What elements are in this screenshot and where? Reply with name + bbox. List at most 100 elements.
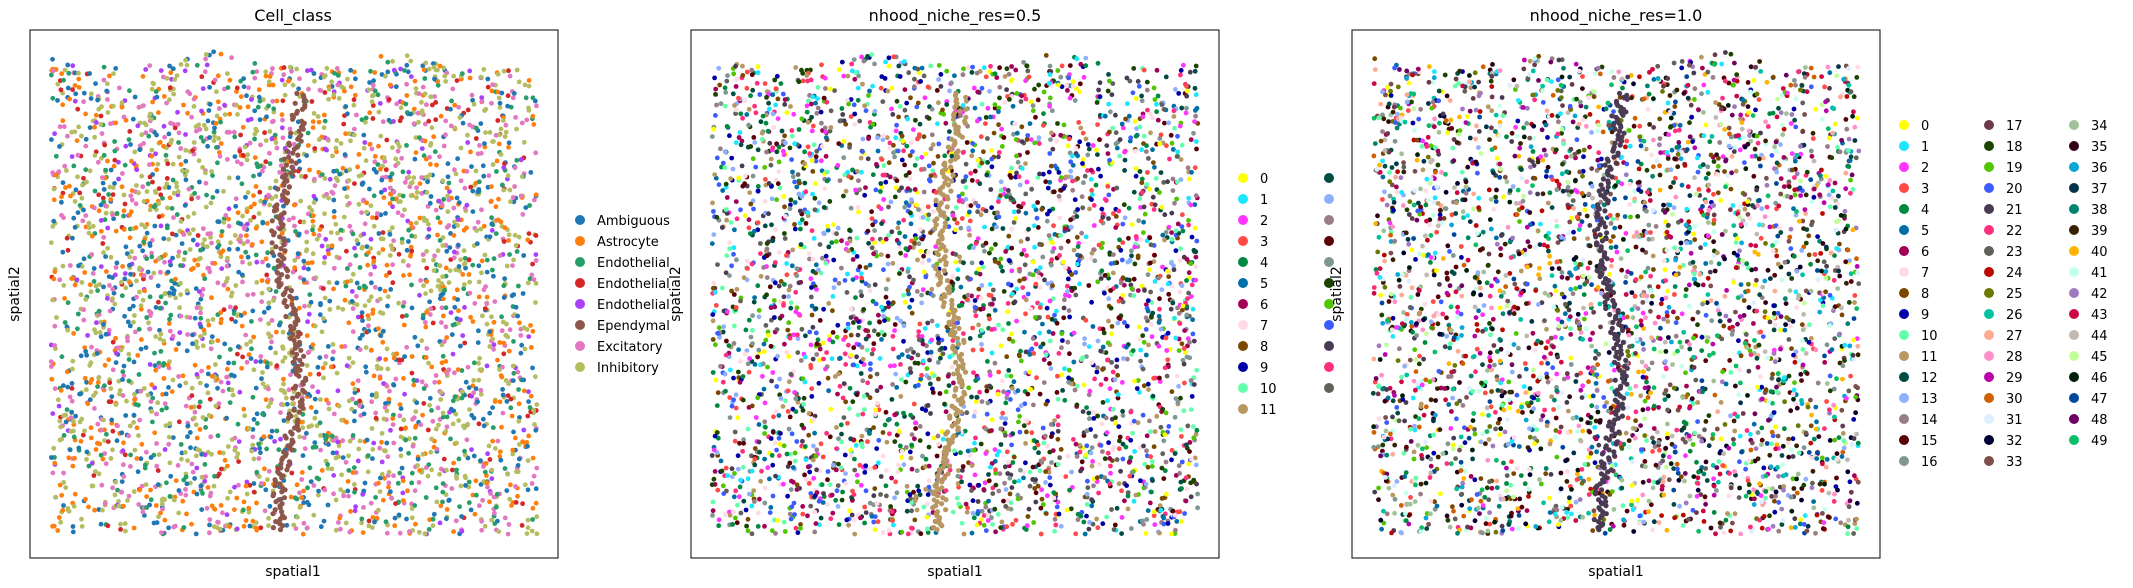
scatter-point: [481, 423, 487, 429]
scatter-point: [356, 152, 362, 157]
scatter-point: [197, 126, 203, 132]
scatter-point: [456, 104, 462, 110]
scatter-point: [393, 501, 398, 506]
scatter-point: [379, 439, 384, 445]
scatter-point: [909, 466, 915, 472]
scatter-point: [390, 280, 396, 286]
scatter-point: [472, 511, 478, 517]
scatter-point: [133, 225, 139, 231]
scatter-point: [427, 312, 433, 317]
scatter-point: [363, 115, 369, 121]
scatter-point: [121, 213, 126, 219]
scatter-point: [130, 116, 136, 122]
scatter-point: [362, 480, 368, 486]
scatter-point: [841, 138, 847, 144]
scatter-point: [382, 405, 388, 410]
scatter-point: [344, 248, 349, 254]
scatter-point: [229, 316, 235, 322]
scatter-point: [292, 100, 298, 106]
scatter-point: [395, 148, 401, 154]
scatter-point: [390, 196, 395, 202]
scatter-point: [956, 501, 962, 507]
scatter-point: [157, 327, 162, 333]
scatter-point: [334, 370, 340, 376]
scatter-point: [194, 453, 199, 459]
scatter-point: [131, 525, 137, 531]
scatter-point: [64, 235, 70, 241]
scatter-point: [108, 121, 113, 127]
scatter-point: [1015, 159, 1021, 165]
scatter-point: [214, 145, 219, 150]
scatter-point: [439, 320, 444, 325]
scatter-point: [137, 289, 142, 295]
scatter-point: [50, 297, 55, 303]
scatter-point: [247, 140, 253, 146]
scatter-point: [310, 218, 316, 224]
scatter-point: [281, 203, 286, 209]
scatter-point: [476, 263, 482, 269]
scatter-point: [440, 178, 446, 184]
scatter-point: [110, 185, 116, 191]
scatter-point: [274, 145, 280, 151]
scatter-point: [331, 473, 337, 478]
scatter-point: [399, 236, 405, 242]
scatter-point: [132, 149, 138, 155]
legend: AmbiguousAstrocyteEndothelialEndothelial…: [575, 214, 670, 376]
scatter-point: [753, 415, 759, 420]
scatter-point: [70, 358, 76, 364]
scatter-point: [372, 519, 377, 525]
scatter-point: [146, 320, 151, 326]
scatter-point: [82, 428, 87, 434]
scatter-point: [283, 435, 289, 441]
scatter-point: [392, 523, 398, 529]
scatter-point: [329, 466, 335, 472]
scatter-point: [250, 427, 256, 432]
scatter-point: [238, 94, 244, 99]
scatter-point: [59, 492, 65, 498]
scatter-point: [79, 263, 85, 269]
scatter-point: [118, 521, 123, 527]
scatter-point: [381, 416, 387, 422]
scatter-point: [483, 461, 489, 466]
scatter-point: [239, 181, 245, 187]
scatter-point: [255, 421, 260, 426]
scatter-point: [1073, 531, 1079, 537]
scatter-point: [227, 400, 233, 405]
scatter-point: [136, 433, 141, 438]
scatter-point: [428, 449, 434, 455]
scatter-point: [265, 263, 271, 268]
scatter-point: [167, 328, 173, 334]
scatter-point: [269, 196, 275, 201]
scatter-point: [103, 461, 109, 467]
scatter-point: [272, 439, 277, 444]
scatter-point: [384, 346, 390, 352]
scatter-point: [225, 255, 230, 261]
scatter-point: [986, 472, 991, 477]
scatter-point: [482, 469, 488, 475]
scatter-point: [316, 476, 322, 482]
scatter-point: [914, 468, 920, 474]
scatter-point: [388, 243, 394, 249]
scatter-point: [81, 256, 87, 262]
scatter-point: [915, 483, 921, 489]
scatter-point: [1173, 87, 1178, 92]
scatter-point: [333, 221, 339, 227]
scatter-point: [305, 319, 310, 325]
scatter-point: [124, 398, 129, 404]
scatter-point: [969, 394, 974, 400]
scatter-point: [714, 155, 720, 161]
scatter-point: [429, 125, 435, 131]
scatter-point: [235, 313, 240, 318]
scatter-point: [495, 357, 500, 363]
scatter-point: [387, 232, 393, 237]
scatter-point: [65, 300, 71, 306]
scatter-point: [131, 420, 137, 425]
scatter-point: [113, 228, 119, 234]
scatter-point: [430, 516, 436, 522]
scatter-point: [345, 76, 350, 82]
scatter-point: [385, 303, 390, 309]
scatter-point: [400, 169, 406, 175]
scatter-point: [82, 270, 88, 275]
scatter-point: [1048, 137, 1053, 143]
scatter-point: [104, 88, 110, 94]
